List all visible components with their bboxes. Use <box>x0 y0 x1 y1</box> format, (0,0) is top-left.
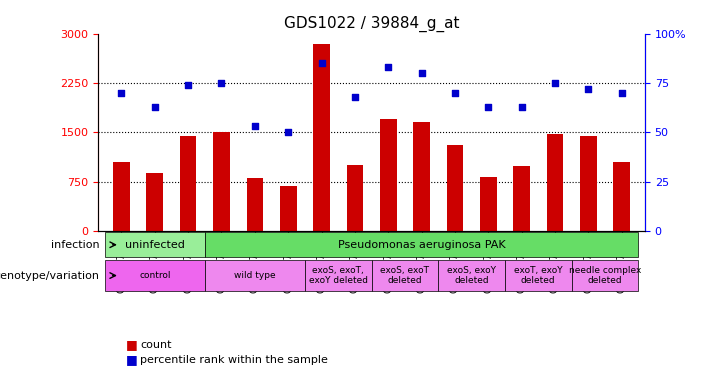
Text: percentile rank within the sample: percentile rank within the sample <box>140 355 328 365</box>
Bar <box>113 162 130 231</box>
Point <box>616 90 627 96</box>
Bar <box>480 177 496 231</box>
Text: exoS, exoT,
exoY deleted: exoS, exoT, exoY deleted <box>308 266 368 285</box>
Point <box>283 129 294 135</box>
Bar <box>447 146 463 231</box>
Bar <box>380 119 397 231</box>
FancyBboxPatch shape <box>205 260 305 291</box>
Point <box>482 104 494 110</box>
Bar <box>413 123 430 231</box>
Text: exoS, exoY
deleted: exoS, exoY deleted <box>447 266 496 285</box>
Text: infection: infection <box>51 240 100 250</box>
Point <box>416 70 427 76</box>
Point <box>182 82 193 88</box>
Text: ■: ■ <box>126 339 138 351</box>
Text: wild type: wild type <box>234 271 275 280</box>
Bar <box>280 186 297 231</box>
FancyBboxPatch shape <box>105 232 205 257</box>
Point <box>316 60 327 66</box>
Point <box>116 90 127 96</box>
Bar <box>213 132 230 231</box>
Bar <box>547 134 563 231</box>
Bar <box>180 136 196 231</box>
Bar <box>613 162 630 231</box>
Text: count: count <box>140 340 172 350</box>
Bar <box>580 136 597 231</box>
FancyBboxPatch shape <box>438 260 505 291</box>
Bar <box>313 44 330 231</box>
Text: ■: ■ <box>126 354 138 366</box>
FancyBboxPatch shape <box>205 232 638 257</box>
Point <box>550 80 561 86</box>
Point <box>516 104 527 110</box>
FancyBboxPatch shape <box>372 260 438 291</box>
FancyBboxPatch shape <box>105 260 205 291</box>
Point <box>216 80 227 86</box>
Bar <box>147 173 163 231</box>
FancyBboxPatch shape <box>571 260 638 291</box>
Text: genotype/variation: genotype/variation <box>0 270 100 280</box>
Text: Pseudomonas aeruginosa PAK: Pseudomonas aeruginosa PAK <box>338 240 505 250</box>
Point <box>583 86 594 92</box>
Bar <box>346 165 363 231</box>
Bar <box>247 178 263 231</box>
Text: control: control <box>139 271 170 280</box>
Text: exoS, exoT
deleted: exoS, exoT deleted <box>381 266 430 285</box>
FancyBboxPatch shape <box>505 260 571 291</box>
Text: uninfected: uninfected <box>125 240 185 250</box>
Text: needle complex
deleted: needle complex deleted <box>569 266 641 285</box>
Point <box>449 90 461 96</box>
Point <box>383 64 394 70</box>
Bar <box>513 166 530 231</box>
Point <box>349 94 360 100</box>
Point <box>250 123 261 129</box>
Title: GDS1022 / 39884_g_at: GDS1022 / 39884_g_at <box>284 16 459 32</box>
Text: exoT, exoY
deleted: exoT, exoY deleted <box>514 266 562 285</box>
FancyBboxPatch shape <box>305 260 372 291</box>
Point <box>149 104 161 110</box>
